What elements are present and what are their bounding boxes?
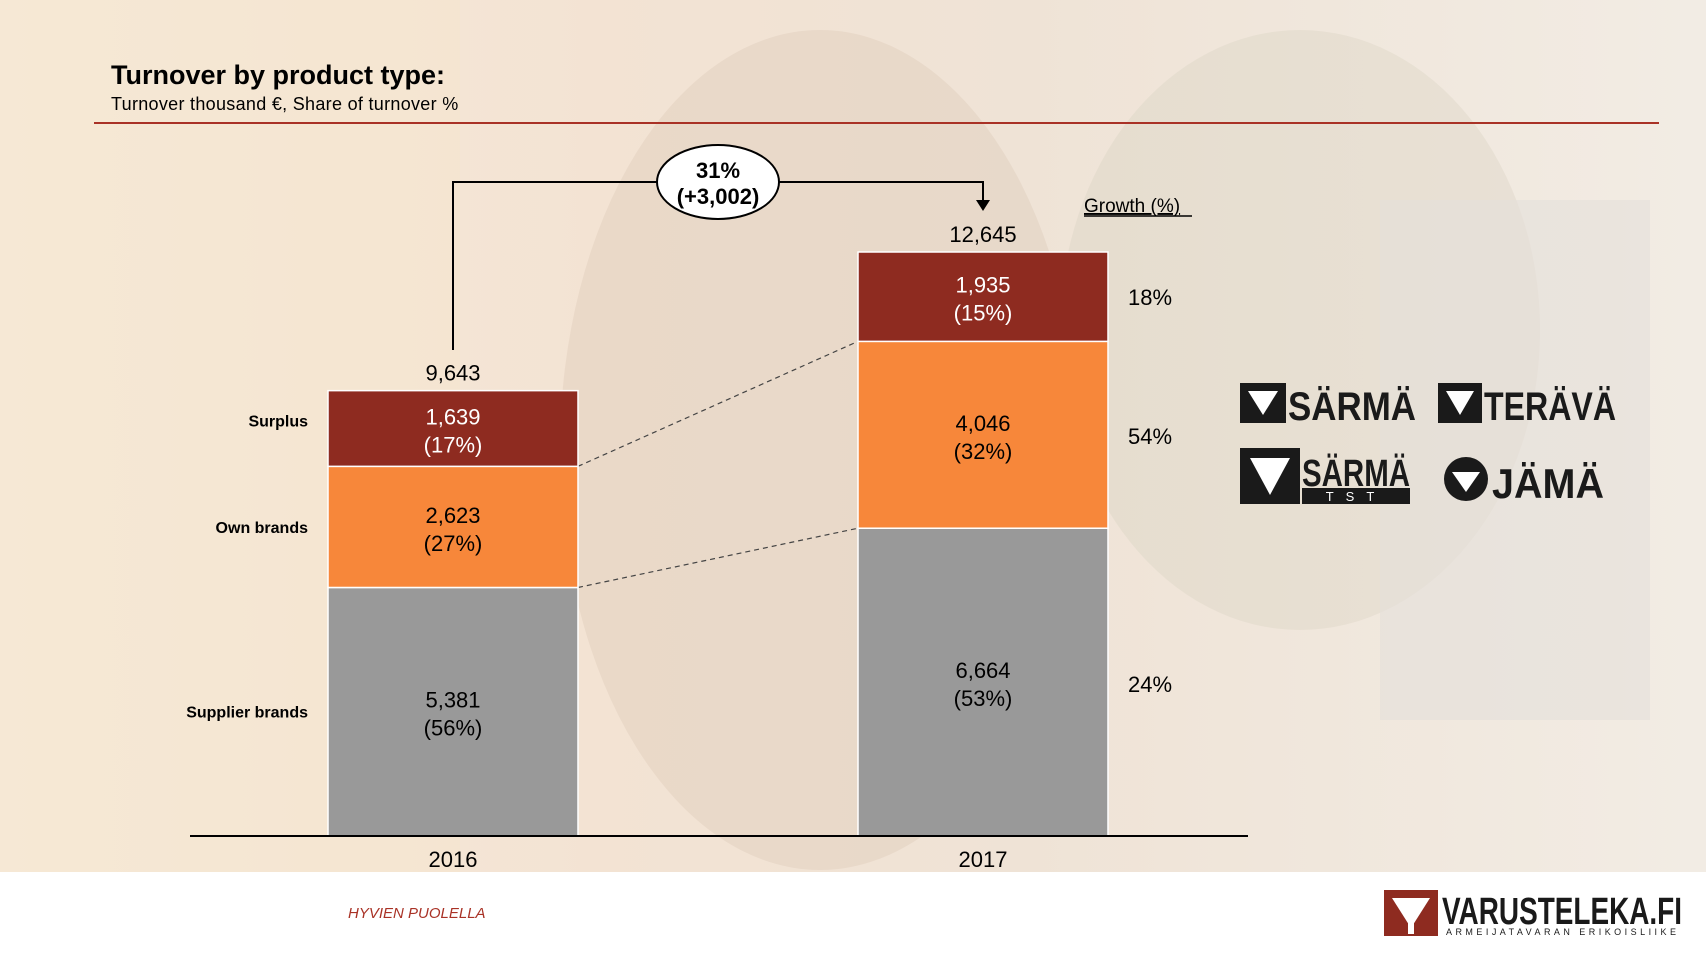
bar-value-label: 4,046 bbox=[955, 411, 1010, 436]
callout-amount: (+3,002) bbox=[677, 184, 760, 209]
x-tick-label-2016: 2016 bbox=[429, 847, 478, 872]
bracket-arrow-icon bbox=[976, 200, 990, 211]
bar-supplier-brands-2016 bbox=[327, 586, 579, 837]
brand-logo-sarma-tst: SÄRMÄ TST bbox=[1240, 448, 1410, 504]
svg-text:VARUSTELEKA.FI: VARUSTELEKA.FI bbox=[1442, 891, 1682, 933]
series-labels: Supplier brands Own brands Surplus bbox=[186, 414, 308, 722]
bar-surplus-2017 bbox=[857, 251, 1109, 343]
bar-share-label: (27%) bbox=[424, 531, 483, 556]
bar-value-label: 2,623 bbox=[425, 503, 480, 528]
bars-group: 5,381 (56%) 2,623 (27%) 1,639 (17%) 9,643 6,664… bbox=[327, 222, 1109, 837]
chart-subtitle: Turnover thousand €, Share of turnover % bbox=[111, 94, 459, 114]
title-divider bbox=[94, 122, 1659, 124]
svg-text:ARMEIJATAVARAN ERIKOISLIIKE: ARMEIJATAVARAN ERIKOISLIIKE bbox=[1446, 927, 1680, 937]
svg-text:SÄRMÄ: SÄRMÄ bbox=[1302, 452, 1410, 495]
bar-share-label: (56%) bbox=[424, 716, 483, 741]
x-tick-label-2017: 2017 bbox=[959, 847, 1008, 872]
connector-line bbox=[577, 340, 859, 467]
series-label-supplier-brands: Supplier brands bbox=[186, 705, 308, 722]
bar-own-brands-2016 bbox=[327, 465, 579, 589]
varusteleka-logo[interactable]: VARUSTELEKA.FI ARMEIJATAVARAN ERIKOISLII… bbox=[1384, 890, 1682, 937]
bar-share-label: (17%) bbox=[424, 432, 483, 457]
growth-header: Growth (%) bbox=[1084, 196, 1180, 217]
bar-share-label: (32%) bbox=[954, 439, 1013, 464]
footer-tagline: HYVIEN PUOLELLA bbox=[348, 905, 486, 922]
connector-lines bbox=[577, 340, 859, 589]
growth-supplier-brands: 24% bbox=[1128, 672, 1172, 697]
callout-percent: 31% bbox=[696, 158, 740, 183]
total-label-2016: 9,643 bbox=[425, 361, 480, 386]
growth-own-brands: 54% bbox=[1128, 424, 1172, 449]
series-label-surplus: Surplus bbox=[248, 414, 308, 431]
brand-logo-jama: JÄMÄ bbox=[1444, 457, 1604, 507]
series-label-own-brands: Own brands bbox=[216, 520, 309, 537]
bar-surplus-2016 bbox=[327, 389, 579, 468]
brand-logo-terava: TERÄVÄ bbox=[1438, 383, 1616, 429]
growth-surplus: 18% bbox=[1128, 285, 1172, 310]
bar-value-label: 5,381 bbox=[425, 688, 480, 713]
bar-own-brands-2017 bbox=[857, 340, 1109, 529]
svg-text:JÄMÄ: JÄMÄ bbox=[1492, 460, 1604, 507]
brand-logo-sarma: SÄRMÄ bbox=[1240, 383, 1416, 429]
svg-text:SÄRMÄ: SÄRMÄ bbox=[1288, 385, 1416, 429]
bar-value-label: 1,935 bbox=[955, 273, 1010, 298]
bar-value-label: 6,664 bbox=[955, 658, 1010, 683]
growth-callout-oval bbox=[656, 144, 780, 220]
bar-share-label: (15%) bbox=[954, 301, 1013, 326]
bar-share-label: (53%) bbox=[954, 686, 1013, 711]
total-label-2017: 12,645 bbox=[949, 222, 1016, 247]
bar-supplier-brands-2017 bbox=[857, 527, 1109, 837]
chart-title: Turnover by product type: bbox=[111, 60, 446, 90]
connector-line bbox=[577, 527, 859, 589]
bar-value-label: 1,639 bbox=[425, 404, 480, 429]
svg-text:TERÄVÄ: TERÄVÄ bbox=[1484, 385, 1616, 429]
svg-text:TST: TST bbox=[1326, 489, 1387, 504]
